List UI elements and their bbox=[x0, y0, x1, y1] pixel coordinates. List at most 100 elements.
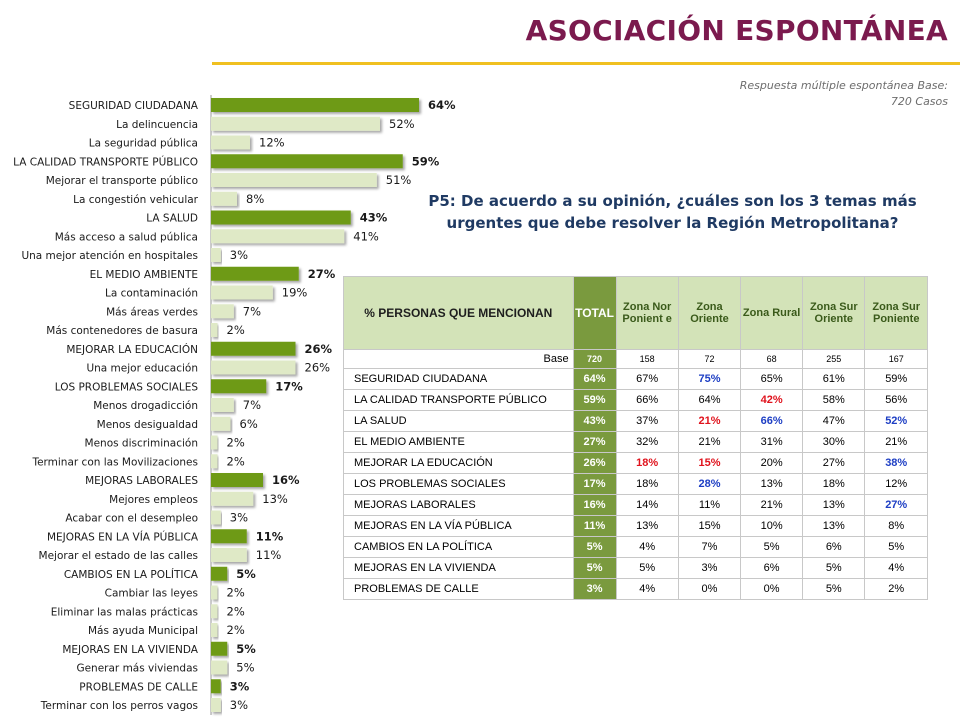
zone-cell: 13% bbox=[615, 515, 679, 537]
base-label: Base bbox=[343, 349, 574, 369]
value-label: 16% bbox=[272, 473, 300, 487]
bar bbox=[211, 210, 351, 225]
value-label: 17% bbox=[275, 379, 303, 393]
category-label: Generar más viviendas bbox=[76, 663, 198, 675]
value-label: 3% bbox=[230, 511, 248, 525]
category-label: Eliminar las malas prácticas bbox=[51, 606, 198, 618]
zone-cell: 64% bbox=[677, 389, 742, 411]
bar bbox=[211, 379, 267, 394]
category-label: Menos desigualdad bbox=[97, 419, 198, 431]
zone-cell: 5% bbox=[802, 557, 866, 579]
bar bbox=[211, 360, 296, 375]
row-label: MEJORAS LABORALES bbox=[343, 494, 574, 516]
bar bbox=[211, 398, 234, 412]
zone-cell: 65% bbox=[740, 368, 804, 390]
value-label: 8% bbox=[246, 192, 264, 206]
zone-cell: 58% bbox=[802, 389, 866, 411]
bar bbox=[211, 473, 263, 487]
category-label: La delincuencia bbox=[116, 119, 198, 131]
zone-cell: 14% bbox=[615, 494, 679, 516]
zone-cell: 75% bbox=[677, 368, 742, 390]
zone-cell: 11% bbox=[677, 494, 742, 516]
row-label: LA SALUD bbox=[343, 410, 574, 432]
category-label: SEGURIDAD CIUDADANA bbox=[69, 100, 199, 112]
category-label: Acabar con el desempleo bbox=[65, 513, 198, 525]
zone-cell: 6% bbox=[740, 557, 804, 579]
zone-cell: 59% bbox=[864, 368, 928, 390]
bar bbox=[211, 529, 247, 544]
category-label: LOS PROBLEMAS SOCIALES bbox=[55, 381, 199, 393]
zone-cell: 52% bbox=[864, 410, 928, 432]
table-row: EL MEDIO AMBIENTE 27% 32% 21% 31% 30% 21% bbox=[343, 431, 928, 453]
total-cell: 59% bbox=[572, 389, 617, 411]
zone-cell: 20% bbox=[740, 452, 804, 474]
base-cell: 68 bbox=[740, 349, 804, 369]
bar bbox=[211, 98, 419, 112]
total-cell: 5% bbox=[572, 536, 617, 558]
zone-cell: 10% bbox=[740, 515, 804, 537]
value-label: 43% bbox=[360, 211, 388, 225]
value-label: 7% bbox=[243, 398, 261, 412]
bar bbox=[211, 304, 234, 319]
bar bbox=[211, 116, 380, 131]
category-label: CAMBIOS EN LA POLÍTICA bbox=[64, 568, 199, 581]
category-label: PROBLEMAS DE CALLE bbox=[79, 681, 198, 693]
bar bbox=[211, 135, 250, 150]
bar bbox=[211, 248, 221, 262]
zone-cell: 66% bbox=[740, 410, 804, 432]
bar bbox=[211, 491, 254, 506]
table-row: MEJORAS EN LA VIVIENDA 5% 5% 3% 6% 5% 4% bbox=[343, 557, 928, 579]
zone-cell: 4% bbox=[615, 536, 679, 558]
zone-cell: 3% bbox=[677, 557, 742, 579]
value-label: 7% bbox=[243, 304, 261, 318]
zone-cell: 28% bbox=[677, 473, 742, 495]
value-label: 11% bbox=[256, 548, 282, 562]
total-cell: 64% bbox=[572, 368, 617, 390]
category-label: MEJORAS LABORALES bbox=[85, 475, 198, 487]
category-label: Una mejor atención en hospitales bbox=[21, 250, 198, 262]
bar bbox=[211, 679, 221, 694]
bar bbox=[211, 454, 218, 469]
category-label: La contaminación bbox=[105, 288, 198, 300]
table-row: CAMBIOS EN LA POLÍTICA 5% 4% 7% 5% 6% 5% bbox=[343, 536, 928, 558]
bar bbox=[211, 698, 221, 712]
total-cell: 17% bbox=[572, 473, 617, 495]
zone-cell: 27% bbox=[864, 494, 928, 516]
zone-cell: 37% bbox=[615, 410, 679, 432]
bar bbox=[211, 510, 221, 525]
row-label: SEGURIDAD CIUDADANA bbox=[343, 368, 574, 390]
bar bbox=[211, 341, 296, 356]
zone-cell: 15% bbox=[677, 452, 742, 474]
total-cell: 11% bbox=[572, 515, 617, 537]
category-label: Terminar con las Movilizaciones bbox=[31, 456, 198, 468]
bar bbox=[211, 173, 377, 187]
zone-cell: 18% bbox=[802, 473, 866, 495]
zone-cell: 0% bbox=[740, 578, 804, 600]
bar bbox=[211, 566, 228, 581]
zone-cell: 47% bbox=[802, 410, 866, 432]
category-label: Menos drogadicción bbox=[93, 400, 198, 412]
base-note: Respuesta múltiple espontánea Base: 720 … bbox=[739, 79, 948, 108]
bar bbox=[211, 435, 218, 450]
zone-cell: 13% bbox=[802, 515, 866, 537]
zone-cell: 5% bbox=[864, 536, 928, 558]
category-label: Menos discriminación bbox=[85, 438, 198, 450]
bar bbox=[211, 416, 231, 431]
table-header-row: % PERSONAS QUE MENCIONAN TOTAL Zona Nor Po… bbox=[343, 276, 928, 350]
zone-cell: 38% bbox=[864, 452, 928, 474]
category-label: Una mejor educación bbox=[86, 363, 198, 375]
base-cell: 158 bbox=[615, 349, 679, 369]
value-label: 2% bbox=[227, 436, 245, 450]
zone-cell: 66% bbox=[615, 389, 679, 411]
zone-cell: 31% bbox=[740, 431, 804, 453]
zone-cell: 21% bbox=[864, 431, 928, 453]
table-row: PROBLEMAS DE CALLE 3% 4% 0% 0% 5% 2% bbox=[343, 578, 928, 600]
category-label: Más áreas verdes bbox=[106, 306, 198, 318]
bar-chart: SEGURIDAD CIUDADANA 64% La delincuencia 52%… bbox=[13, 95, 456, 715]
value-label: 13% bbox=[262, 492, 288, 506]
category-label: MEJORAS EN LA VIVIENDA bbox=[62, 644, 198, 656]
column-header: Zona Sur Poniente bbox=[864, 276, 928, 350]
zone-cell: 4% bbox=[615, 578, 679, 600]
total-cell: 5% bbox=[572, 557, 617, 579]
column-header: Zona Oriente bbox=[677, 276, 742, 350]
